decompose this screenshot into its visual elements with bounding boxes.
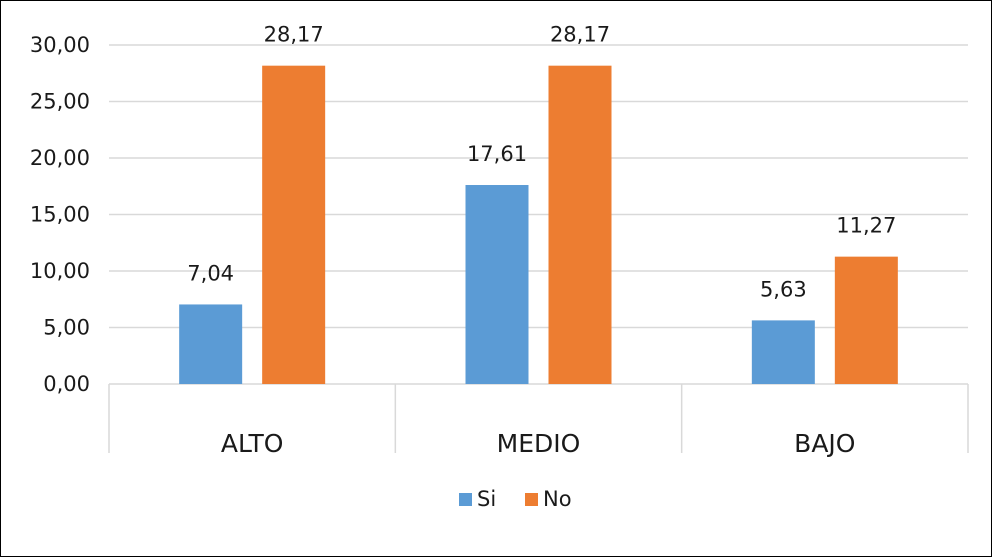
bar-si-bajo [751, 320, 815, 384]
x-axis-categories: ALTO MEDIO BAJO [221, 429, 856, 458]
legend-label: Si [477, 487, 496, 511]
y-tick-label: 0,00 [43, 372, 90, 396]
legend: Si No [459, 487, 572, 511]
category-label: MEDIO [497, 429, 581, 458]
y-tick-label: 30,00 [30, 33, 90, 57]
legend-label: No [543, 487, 572, 511]
data-labels: 7,04 28,17 17,61 28,17 5,63 11,27 [187, 23, 896, 302]
bar-no-alto [262, 65, 326, 384]
bars [179, 65, 898, 384]
data-label: 17,61 [467, 142, 527, 166]
data-label: 28,17 [550, 23, 610, 47]
bar-no-bajo [834, 256, 898, 384]
y-tick-label: 10,00 [30, 259, 90, 283]
data-label: 5,63 [760, 277, 807, 301]
category-label: BAJO [794, 429, 855, 458]
gridlines [108, 44, 969, 453]
bar-si-alto [179, 304, 243, 384]
category-label: ALTO [221, 429, 284, 458]
y-tick-label: 20,00 [30, 146, 90, 170]
bar-no-medio [548, 65, 612, 384]
y-axis-ticks: 0,00 5,00 10,00 15,00 20,00 25,00 30,00 [30, 33, 90, 396]
bar-si-medio [465, 185, 529, 384]
data-label: 7,04 [187, 261, 234, 285]
y-tick-label: 25,00 [30, 90, 90, 114]
y-tick-label: 15,00 [30, 203, 90, 227]
legend-swatch-no [525, 493, 538, 506]
legend-swatch-si [459, 493, 472, 506]
y-tick-label: 5,00 [43, 316, 90, 340]
data-label: 28,17 [264, 23, 324, 47]
data-label: 11,27 [836, 214, 896, 238]
